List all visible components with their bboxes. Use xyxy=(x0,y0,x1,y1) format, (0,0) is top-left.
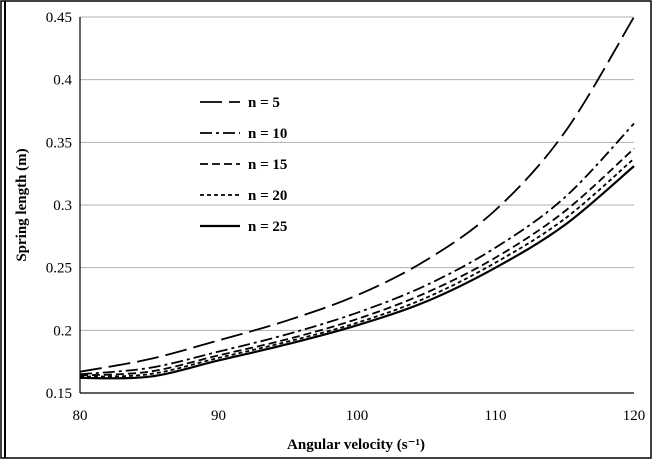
legend-label: n = 5 xyxy=(248,95,280,111)
y-tick-label: 0.35 xyxy=(46,135,72,151)
legend-label: n = 20 xyxy=(248,188,287,204)
series-lines xyxy=(79,16,635,380)
y-tick-label: 0.15 xyxy=(46,386,72,402)
x-tick-label: 90 xyxy=(211,408,226,424)
legend: n = 5 n = 10 n = 15 n = 20 n = 25 xyxy=(200,95,287,235)
series-line-3 xyxy=(79,147,635,377)
x-tick-label: 110 xyxy=(485,408,507,424)
x-tick-label: 120 xyxy=(623,408,646,424)
x-tick-labels: 80 90 100 110 120 xyxy=(73,408,646,424)
series-line-5 xyxy=(79,165,635,380)
y-tick-label: 0.2 xyxy=(53,323,72,339)
grid-lines xyxy=(80,16,634,331)
x-axis-title: Angular velocity (s⁻¹) xyxy=(287,437,425,453)
legend-label: n = 15 xyxy=(248,157,287,173)
series-line-4 xyxy=(79,157,635,378)
y-axis-title: Spring length (m) xyxy=(14,148,30,261)
series-line-1 xyxy=(79,16,635,373)
y-tick-labels: 0.15 0.2 0.25 0.3 0.35 0.4 0.45 xyxy=(46,10,73,402)
legend-label: n = 10 xyxy=(248,126,287,142)
series-line-2 xyxy=(79,122,635,376)
y-tick-label: 0.3 xyxy=(53,198,72,214)
axes xyxy=(79,17,634,394)
legend-label: n = 25 xyxy=(248,219,287,235)
y-tick-label: 0.25 xyxy=(46,261,72,277)
y-tick-label: 0.4 xyxy=(53,73,72,89)
x-tick-label: 80 xyxy=(73,408,88,424)
y-tick-label: 0.45 xyxy=(46,10,72,26)
x-tick-label: 100 xyxy=(346,408,369,424)
